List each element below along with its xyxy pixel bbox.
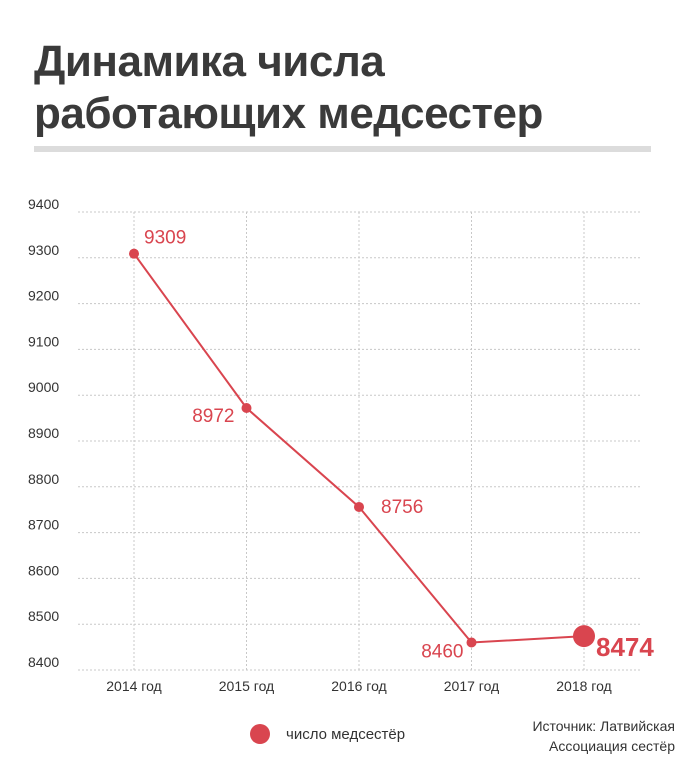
x-tick-label: 2015 год <box>219 678 274 694</box>
y-tick-label: 8700 <box>28 517 59 533</box>
x-tick-label: 2017 год <box>444 678 499 694</box>
y-tick-label: 9200 <box>28 288 59 304</box>
data-label: 9309 <box>144 228 186 249</box>
data-label: 8474 <box>596 632 654 662</box>
x-tick-label: 2016 год <box>331 678 386 694</box>
y-tick-label: 8900 <box>28 425 59 441</box>
x-tick-label: 2018 год <box>556 678 611 694</box>
y-tick-label: 8500 <box>28 608 59 624</box>
data-point <box>241 403 252 414</box>
data-label: 8460 <box>421 642 463 663</box>
source-line-2: Ассоциация сестёр <box>549 738 675 754</box>
x-tick-label: 2014 год <box>106 678 161 694</box>
data-point <box>129 248 139 259</box>
title-line-1: Динамика числа <box>34 37 385 86</box>
y-tick-label: 9400 <box>28 196 59 212</box>
data-point-highlight <box>573 625 595 648</box>
data-point <box>354 501 364 512</box>
title-line-2: работающих медсестер <box>34 89 543 138</box>
data-label: 8972 <box>192 406 234 427</box>
source-line-1: Источник: Латвийская <box>532 718 675 734</box>
y-tick-label: 9100 <box>28 333 59 349</box>
y-tick-label: 8400 <box>28 654 59 670</box>
source-note: Источник: Латвийская Ассоциация сестёр <box>532 716 675 756</box>
legend-marker <box>250 724 270 744</box>
y-tick-label: 8800 <box>28 471 59 487</box>
y-tick-label: 9300 <box>28 242 59 258</box>
y-tick-label: 8600 <box>28 562 59 578</box>
chart-title: Динамика числа работающих медсестер <box>34 36 654 140</box>
data-label: 8756 <box>381 497 423 518</box>
legend: число медсестёр <box>250 724 405 744</box>
data-point <box>466 637 477 648</box>
y-tick-label: 9000 <box>28 379 59 395</box>
title-divider <box>34 146 651 152</box>
legend-label: число медсестёр <box>286 725 406 743</box>
